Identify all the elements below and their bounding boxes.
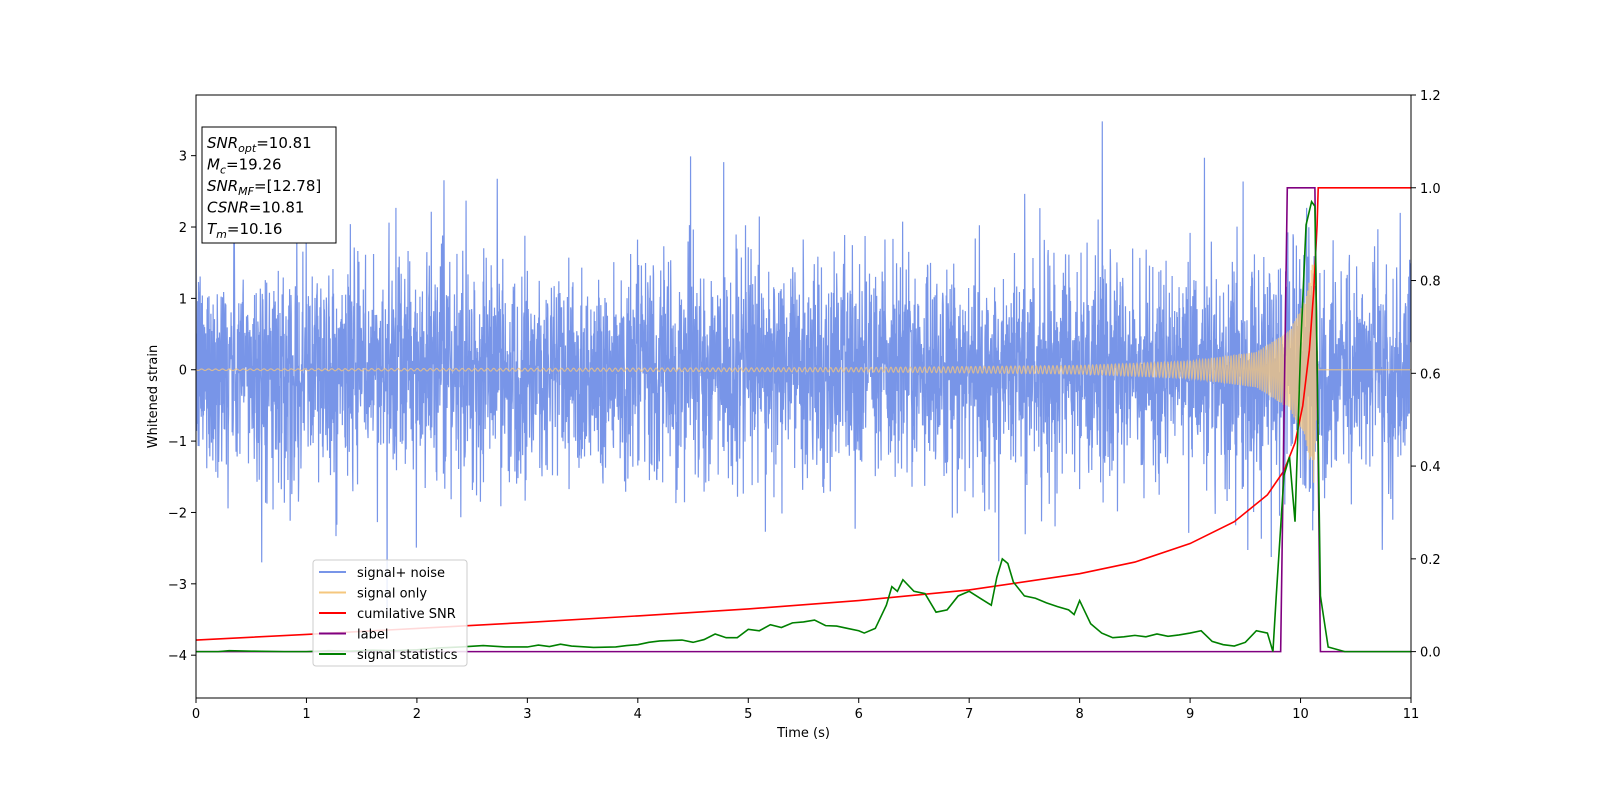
x-tick-label: 2 xyxy=(413,707,421,722)
x-tick-label: 0 xyxy=(192,707,200,722)
y-left-tick-label: −4 xyxy=(168,649,187,664)
plot-area xyxy=(196,121,1411,653)
annotation-value: =19.26 xyxy=(226,156,282,174)
annotation-value: =10.81 xyxy=(256,134,312,152)
series-signal-noise-line xyxy=(196,121,1411,617)
annotation-symbol: SNR xyxy=(207,134,238,152)
annotation-symbol: M xyxy=(207,156,220,174)
annotation-line: Mc=19.26 xyxy=(207,156,282,177)
legend-entry-signal-statistics-label: signal statistics xyxy=(357,648,458,663)
x-tick-label: 8 xyxy=(1075,707,1083,722)
x-tick-label: 7 xyxy=(965,707,973,722)
y-right-tick-label: 0.0 xyxy=(1420,646,1441,661)
series-signal-only-line xyxy=(196,264,1411,483)
annotation-symbol: SNR xyxy=(207,177,238,195)
series-cumulative-snr-line xyxy=(196,186,1411,641)
annotation-value: =[12.78] xyxy=(254,177,321,195)
y-left-tick-label: −3 xyxy=(168,578,187,593)
legend-entry-cumulative-snr-label: cumilative SNR xyxy=(357,607,456,622)
annotation-value: =10.81 xyxy=(249,199,305,217)
annotation-subscript: c xyxy=(220,164,226,177)
plot-frame xyxy=(195,94,1412,699)
y-right-tick-label: 0.4 xyxy=(1420,460,1441,475)
y-axis-label: Whitened strain xyxy=(146,345,161,448)
annotation-value: =10.16 xyxy=(227,220,283,238)
series-signal-statistics-line xyxy=(196,199,1411,653)
y-left-tick-label: 1 xyxy=(179,292,187,307)
y-right-tick-label: 1.2 xyxy=(1420,89,1441,104)
annotation-subscript: opt xyxy=(238,142,257,155)
x-tick-label: 4 xyxy=(634,707,642,722)
annotation-subscript: MF xyxy=(238,185,254,198)
x-tick-label: 9 xyxy=(1186,707,1194,722)
y-left-tick-label: 0 xyxy=(179,364,187,379)
legend-entry-signal-only-label: signal only xyxy=(357,587,427,602)
y-left-tick-label: 3 xyxy=(179,150,187,165)
annotation-line: SNRopt=10.81 xyxy=(207,134,312,155)
x-tick-label: 1 xyxy=(302,707,310,722)
annotation-line: Tm=10.16 xyxy=(207,220,282,241)
y-left-tick-label: −1 xyxy=(168,435,187,450)
annotation-frame xyxy=(201,126,337,244)
x-tick-label: 6 xyxy=(855,707,863,722)
x-tick-label: 11 xyxy=(1403,707,1420,722)
annotation-symbol: T xyxy=(207,220,218,238)
series-label-line xyxy=(196,186,1411,653)
y-right-tick-label: 0.6 xyxy=(1420,367,1441,382)
y-right-tick-label: 0.8 xyxy=(1420,275,1441,290)
y-left-tick-label: 2 xyxy=(179,221,187,236)
x-tick-label: 3 xyxy=(523,707,531,722)
legend: signal+ noise signal only cumilative SNR la… xyxy=(312,559,468,667)
x-tick-label: 5 xyxy=(744,707,752,722)
x-tick-label: 10 xyxy=(1292,707,1309,722)
legend-frame xyxy=(312,559,468,667)
annotation-line: SNRMF=[12.78] xyxy=(207,177,321,198)
axes: 0 1 2 3 4 5 6 7 8 9 10 11 −4 −3 −2 −1 0 1 2 3 0.0 0.2 0.4 0.6 0.… xyxy=(168,89,1441,722)
annotation-subscript: m xyxy=(216,228,227,241)
legend-entry-label-label: label xyxy=(357,628,388,643)
legend-entry-signal-noise-label: signal+ noise xyxy=(357,566,445,581)
y-right-tick-label: 1.0 xyxy=(1420,182,1441,197)
y-right-tick-label: 0.2 xyxy=(1420,553,1441,568)
annotation-line: CSNR=10.81 xyxy=(207,199,304,217)
y-left-tick-label: −2 xyxy=(168,506,187,521)
annotation-symbol: CSNR xyxy=(207,199,249,217)
annotation-box: SNRopt=10.81Mc=19.26SNRMF=[12.78]CSNR=10… xyxy=(201,126,337,244)
x-axis-label: Time (s) xyxy=(776,726,830,741)
